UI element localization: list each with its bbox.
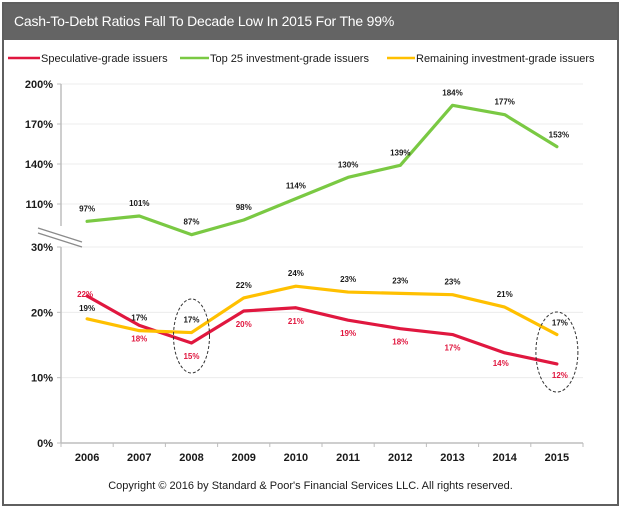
data-label: 21% — [288, 317, 304, 326]
y-tick-label-lower: 20% — [31, 307, 53, 319]
title-bar: Cash-To-Debt Ratios Fall To Decade Low I… — [4, 4, 617, 40]
y-tick-label-lower: 0% — [37, 438, 53, 450]
y-tick-label-upper: 110% — [25, 199, 53, 211]
data-label: 23% — [340, 275, 356, 284]
data-label: 184% — [442, 88, 462, 97]
data-label: 15% — [183, 352, 199, 361]
axes: 110% 140% 170% 200% 10% 20% 30% 0% 2006 2007 2008 2… — [25, 79, 584, 464]
x-tick-label: 2010 — [284, 452, 308, 464]
data-label: 19% — [79, 304, 95, 313]
data-label: 22% — [77, 290, 93, 299]
y-tick-label-lower: 10% — [31, 373, 53, 385]
x-tick-label: 2009 — [231, 452, 255, 464]
data-label: 20% — [236, 320, 252, 329]
y-tick-label-upper: 170% — [25, 119, 53, 131]
data-label: 12% — [552, 371, 568, 380]
series-line-2 — [85, 284, 559, 337]
x-tick-label: 2008 — [179, 452, 203, 464]
x-tick-label: 2014 — [492, 452, 517, 464]
data-label: 18% — [131, 334, 147, 343]
legend: Speculative-grade issuers Top 25 investme… — [8, 53, 595, 65]
data-label: 153% — [549, 131, 569, 140]
data-label: 23% — [444, 278, 460, 287]
data-label: 97% — [79, 204, 95, 213]
y-tick-label-lower: 30% — [31, 242, 53, 254]
line-chart: Speculative-grade issuers Top 25 investme… — [8, 53, 595, 464]
data-label: 98% — [236, 203, 252, 212]
data-label: 177% — [494, 98, 514, 107]
data-label: 17% — [183, 316, 199, 325]
axis-break-mark — [37, 227, 83, 243]
data-labels: 22% 18% 15% 20% 21% 19% 18% 17% 14% 12% 97% 101% 87%… — [77, 88, 569, 380]
x-tick-label: 2013 — [440, 452, 464, 464]
data-label: 14% — [493, 359, 509, 368]
x-tick-label: 2012 — [388, 452, 412, 464]
data-label: 23% — [392, 276, 408, 285]
axis-break-mark — [37, 232, 83, 248]
data-label: 17% — [131, 314, 147, 323]
y-tick-label-upper: 140% — [25, 159, 53, 171]
data-label: 139% — [390, 148, 410, 157]
copyright-notice: Copyright © 2016 by Standard & Poor's Fi… — [108, 480, 513, 492]
y-tick-label-upper: 200% — [25, 79, 53, 91]
data-label: 21% — [497, 290, 513, 299]
legend-label-2: Remaining investment-grade issuers — [416, 53, 595, 65]
series-lines — [85, 103, 559, 366]
legend-label-1: Top 25 investment-grade issuers — [210, 53, 369, 65]
x-tick-label: 2006 — [75, 452, 99, 464]
annotations — [173, 298, 579, 393]
x-tick-label: 2011 — [336, 452, 360, 464]
series-line-0 — [85, 294, 559, 366]
chart-title: Cash-To-Debt Ratios Fall To Decade Low I… — [14, 13, 395, 29]
data-label: 18% — [392, 338, 408, 347]
data-label: 24% — [288, 269, 304, 278]
series-line-1 — [85, 103, 559, 237]
data-label: 22% — [236, 281, 252, 290]
x-tick-label: 2015 — [545, 452, 569, 464]
data-label: 17% — [444, 344, 460, 353]
data-label: 130% — [338, 160, 358, 169]
highlight-ellipse — [535, 311, 579, 393]
legend-label-0: Speculative-grade issuers — [41, 53, 168, 65]
x-tick-label: 2007 — [127, 452, 151, 464]
data-label: 19% — [340, 329, 356, 338]
data-label: 17% — [552, 319, 568, 328]
highlight-ellipse — [173, 298, 210, 374]
data-label: 87% — [183, 218, 199, 227]
data-label: 114% — [286, 182, 306, 191]
data-label: 101% — [129, 199, 149, 208]
